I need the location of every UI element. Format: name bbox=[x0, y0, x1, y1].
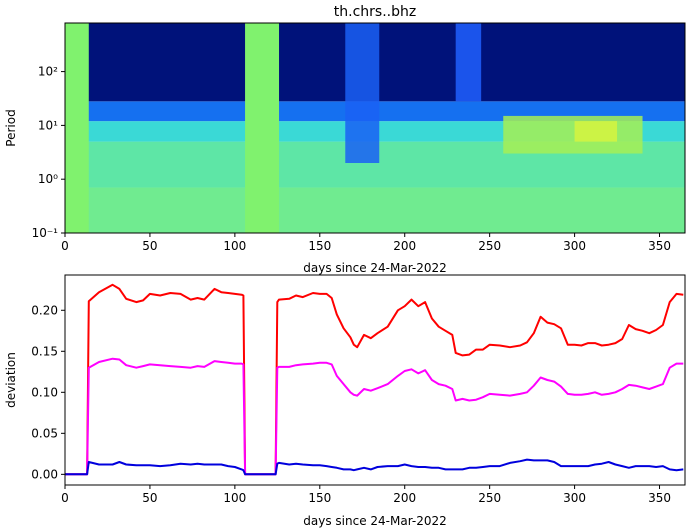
line-x-tick-label: 250 bbox=[478, 491, 501, 505]
heatmap-x-ticks: 0 50 100 150 200 250 300 350 bbox=[61, 233, 671, 253]
line-y-ticks: 0.00 0.05 0.10 0.15 0.20 bbox=[31, 303, 65, 481]
line-y-tick-label: 0.15 bbox=[31, 344, 58, 358]
line-series-2 bbox=[65, 458, 684, 476]
heatmap-feature-0 bbox=[345, 23, 380, 163]
line-x-tick-label: 350 bbox=[648, 491, 671, 505]
heatmap-gap-0 bbox=[65, 23, 89, 233]
heatmap-x-tick-label: 300 bbox=[563, 239, 586, 253]
heatmap-x-tick-label: 50 bbox=[142, 239, 157, 253]
heatmap-y-label: Period bbox=[4, 109, 18, 146]
line-x-tick-label: 300 bbox=[563, 491, 586, 505]
heatmap-feature-3 bbox=[574, 121, 618, 142]
heatmap-x-tick-label: 100 bbox=[223, 239, 246, 253]
line-y-tick-label: 0.00 bbox=[31, 467, 58, 481]
line-y-tick-label: 0.05 bbox=[31, 426, 58, 440]
heatmap-x-label: days since 24-Mar-2022 bbox=[303, 261, 446, 275]
heatmap-y-tick-label: 10¹ bbox=[38, 118, 58, 132]
heatmap-x-tick-label: 150 bbox=[308, 239, 331, 253]
line-y-label: deviation bbox=[4, 352, 18, 408]
heatmap-x-tick-label: 200 bbox=[393, 239, 416, 253]
heatmap-y-tick-label: 10⁰ bbox=[38, 172, 58, 186]
line-series-group bbox=[65, 283, 684, 476]
heatmap-x-tick-label: 250 bbox=[478, 239, 501, 253]
heatmap-gap-1 bbox=[245, 23, 280, 233]
heatmap-y-ticks: 10⁻¹ 10⁰ 10¹ 10² bbox=[32, 65, 65, 240]
line-x-tick-label: 50 bbox=[142, 491, 157, 505]
heatmap-feature-1 bbox=[455, 23, 482, 102]
line-x-ticks: 0 50 100 150 200 250 300 350 bbox=[61, 485, 671, 505]
line-series-1 bbox=[65, 357, 684, 476]
line-y-tick-label: 0.20 bbox=[31, 303, 58, 317]
heatmap-y-tick-label: 10² bbox=[38, 65, 58, 79]
heatmap-panel: th.chrs..bhz 0 50 100 150 200 250 300 350 10⁻¹1… bbox=[4, 4, 686, 275]
line-y-tick-label: 0.10 bbox=[31, 385, 58, 399]
line-series-0 bbox=[65, 283, 684, 476]
heatmap-frame bbox=[64, 22, 686, 234]
line-x-tick-label: 100 bbox=[223, 491, 246, 505]
heatmap-title: th.chrs..bhz bbox=[334, 4, 416, 20]
heatmap-feature-2 bbox=[503, 115, 643, 154]
heatmap-band-0 bbox=[65, 187, 685, 233]
heatmap-cells bbox=[65, 23, 685, 233]
line-x-tick-label: 0 bbox=[61, 491, 69, 505]
line-panel: 0 50 100 150 200 250 300 350 0.000.050.100.150.… bbox=[4, 274, 686, 528]
line-x-tick-label: 200 bbox=[393, 491, 416, 505]
heatmap-x-tick-label: 0 bbox=[61, 239, 69, 253]
line-x-label: days since 24-Mar-2022 bbox=[303, 514, 446, 528]
line-frame bbox=[64, 274, 686, 486]
heatmap-y-tick-label: 10⁻¹ bbox=[32, 226, 59, 240]
heatmap-x-tick-label: 350 bbox=[648, 239, 671, 253]
line-x-tick-label: 150 bbox=[308, 491, 331, 505]
